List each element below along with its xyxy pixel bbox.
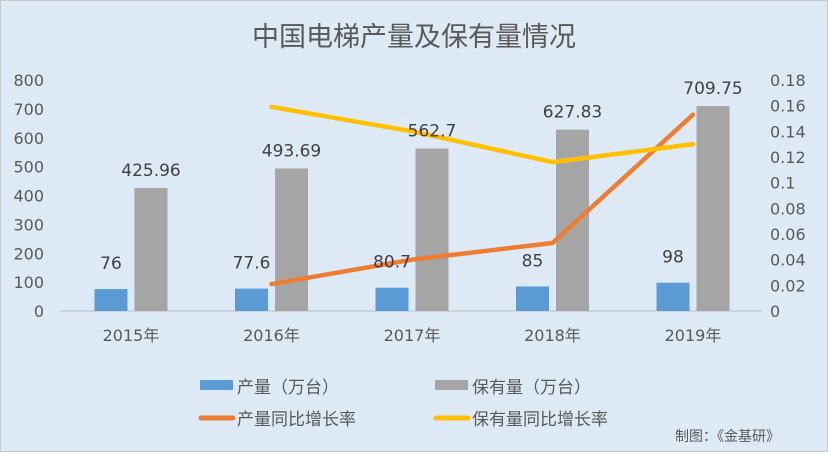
x-tick-label: 2016年 bbox=[243, 326, 300, 345]
chart-title: 中国电梯产量及保有量情况 bbox=[252, 22, 576, 53]
y-tick-label: 200 bbox=[13, 244, 44, 263]
data-label: 80.7 bbox=[373, 253, 411, 273]
y2-tick-label: 0.08 bbox=[770, 199, 806, 218]
line-stock-growth bbox=[269, 104, 696, 165]
data-label: 562.7 bbox=[408, 122, 457, 142]
source-note: 制图：《金基研》 bbox=[675, 428, 780, 445]
legend-swatch bbox=[435, 380, 468, 390]
bar-stock bbox=[275, 168, 308, 311]
legend-label: 产量同比增长率 bbox=[237, 410, 356, 430]
data-label: 76 bbox=[100, 254, 122, 274]
y2-tick-label: 0.06 bbox=[770, 225, 806, 244]
y2-tick-label: 0.14 bbox=[770, 122, 806, 141]
legend-swatch bbox=[200, 380, 233, 390]
y2-tick-label: 0.16 bbox=[770, 97, 806, 116]
bar-stock bbox=[134, 188, 168, 311]
y-tick-label: 400 bbox=[13, 187, 44, 206]
y2-tick-label: 0.1 bbox=[770, 174, 795, 193]
data-label: 98 bbox=[662, 248, 684, 268]
bar-production bbox=[235, 288, 268, 311]
x-tick-label: 2017年 bbox=[384, 326, 441, 345]
legend-label: 保有量（万台） bbox=[472, 378, 591, 398]
data-label: 493.69 bbox=[262, 141, 321, 161]
y-tick-label: 100 bbox=[13, 273, 44, 292]
y-tick-label: 300 bbox=[13, 215, 44, 234]
y-tick-label: 700 bbox=[13, 100, 44, 119]
x-tick-label: 2019年 bbox=[665, 326, 722, 345]
y-tick-label: 0 bbox=[34, 302, 44, 321]
bar-production bbox=[375, 287, 409, 311]
line-production-growth bbox=[269, 112, 696, 287]
y2-tick-label: 0.12 bbox=[770, 148, 806, 167]
legend-label: 产量（万台） bbox=[237, 378, 339, 398]
y2-tick-label: 0 bbox=[770, 302, 780, 321]
data-label: 77.6 bbox=[233, 254, 271, 274]
bar-stock bbox=[415, 148, 449, 311]
y-tick-label: 500 bbox=[13, 158, 44, 177]
bar-production bbox=[94, 289, 128, 311]
data-label: 85 bbox=[522, 251, 544, 271]
y2-tick-label: 0.02 bbox=[770, 276, 806, 295]
data-label: 627.83 bbox=[543, 103, 602, 123]
bar-production bbox=[516, 286, 549, 311]
data-label: 709.75 bbox=[683, 79, 742, 99]
y-tick-label: 800 bbox=[13, 71, 44, 90]
bar-stock bbox=[696, 106, 730, 311]
bar-production bbox=[656, 282, 690, 311]
x-tick-label: 2018年 bbox=[524, 326, 581, 345]
y-tick-label: 600 bbox=[13, 129, 44, 148]
y2-tick-label: 0.18 bbox=[770, 71, 806, 90]
x-tick-label: 2015年 bbox=[103, 326, 160, 345]
data-label: 425.96 bbox=[121, 161, 180, 181]
y2-tick-label: 0.04 bbox=[770, 251, 806, 270]
legend-label: 保有量同比增长率 bbox=[472, 410, 608, 430]
